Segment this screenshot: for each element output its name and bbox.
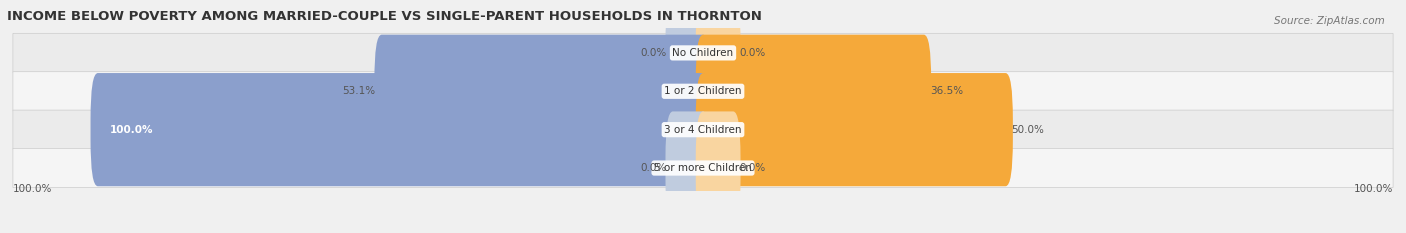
- Text: INCOME BELOW POVERTY AMONG MARRIED-COUPLE VS SINGLE-PARENT HOUSEHOLDS IN THORNTO: INCOME BELOW POVERTY AMONG MARRIED-COUPL…: [7, 10, 762, 23]
- FancyBboxPatch shape: [374, 35, 710, 148]
- FancyBboxPatch shape: [696, 73, 1012, 186]
- Text: 3 or 4 Children: 3 or 4 Children: [664, 125, 742, 135]
- FancyBboxPatch shape: [13, 148, 1393, 188]
- Text: 100.0%: 100.0%: [110, 125, 153, 135]
- Text: 1 or 2 Children: 1 or 2 Children: [664, 86, 742, 96]
- Text: 100.0%: 100.0%: [13, 184, 52, 194]
- FancyBboxPatch shape: [13, 110, 1393, 149]
- FancyBboxPatch shape: [90, 73, 710, 186]
- Text: No Children: No Children: [672, 48, 734, 58]
- FancyBboxPatch shape: [13, 72, 1393, 111]
- Text: 53.1%: 53.1%: [343, 86, 375, 96]
- FancyBboxPatch shape: [696, 111, 741, 225]
- Text: 0.0%: 0.0%: [740, 48, 765, 58]
- FancyBboxPatch shape: [665, 111, 710, 225]
- Text: 0.0%: 0.0%: [641, 48, 666, 58]
- Text: Source: ZipAtlas.com: Source: ZipAtlas.com: [1274, 16, 1385, 26]
- Text: 50.0%: 50.0%: [1012, 125, 1045, 135]
- Text: 0.0%: 0.0%: [641, 163, 666, 173]
- Text: 5 or more Children: 5 or more Children: [654, 163, 752, 173]
- FancyBboxPatch shape: [696, 35, 931, 148]
- FancyBboxPatch shape: [696, 0, 741, 110]
- Text: 36.5%: 36.5%: [929, 86, 963, 96]
- FancyBboxPatch shape: [665, 0, 710, 110]
- FancyBboxPatch shape: [13, 33, 1393, 72]
- Text: 100.0%: 100.0%: [1354, 184, 1393, 194]
- Text: 0.0%: 0.0%: [740, 163, 765, 173]
